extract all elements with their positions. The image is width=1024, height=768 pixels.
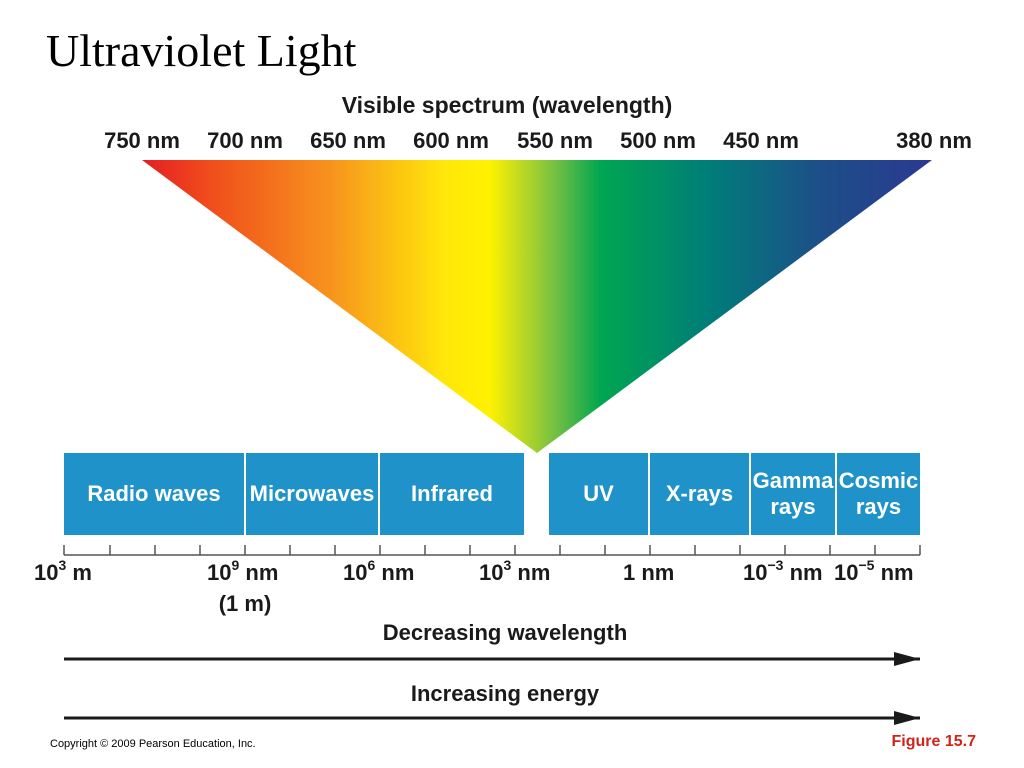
wavelength-label-500: 500 nm: [620, 128, 696, 153]
visible-spectrum-heading: Visible spectrum (wavelength): [341, 92, 673, 118]
figure-label: Figure 15.7: [891, 733, 976, 750]
copyright-notice: Copyright © 2009 Pearson Education, Inc.: [50, 738, 256, 750]
wavelength-label-600: 600 nm: [413, 128, 489, 153]
scale-ticks: [63, 545, 921, 555]
band-uv: UV: [549, 453, 648, 535]
band-gamma-rays: Gamma rays: [751, 453, 835, 535]
decreasing-wavelength-caption: Decreasing wavelength: [382, 620, 628, 645]
scale-label-10e3-nm: 103 nm: [479, 557, 551, 585]
wavelength-label-550: 550 nm: [517, 128, 593, 153]
band-x-rays: X-rays: [650, 453, 749, 535]
visible-spectrum-fan: [142, 160, 932, 453]
band-radio-waves: Radio waves: [64, 453, 244, 535]
scale-label-10e-5-nm: 10−5 nm: [834, 557, 914, 585]
scale-label-10e3-m: 103 m: [34, 557, 92, 585]
increasing-energy-caption: Increasing energy: [410, 681, 600, 706]
wavelength-label-450: 450 nm: [723, 128, 799, 153]
scale-label-10e9-nm: 109 nm: [207, 557, 279, 585]
scale-label-10e-3-nm: 10−3 nm: [743, 557, 823, 585]
scale-label-1-nm: 1 nm: [623, 560, 675, 585]
slide-title: Ultraviolet Light: [46, 25, 357, 76]
wavelength-label-700: 700 nm: [207, 128, 283, 153]
band-microwaves: Microwaves: [246, 453, 378, 535]
scale-label-10e6-nm: 106 nm: [343, 557, 415, 585]
band-infrared: Infrared: [380, 453, 524, 535]
wavelength-label-650: 650 nm: [310, 128, 386, 153]
band-cosmic-rays: Cosmic rays: [837, 453, 920, 535]
scale-sublabel-1-m: (1 m): [218, 591, 272, 616]
wavelength-label-380: 380 nm: [896, 128, 972, 153]
wavelength-label-750: 750 nm: [104, 128, 180, 153]
